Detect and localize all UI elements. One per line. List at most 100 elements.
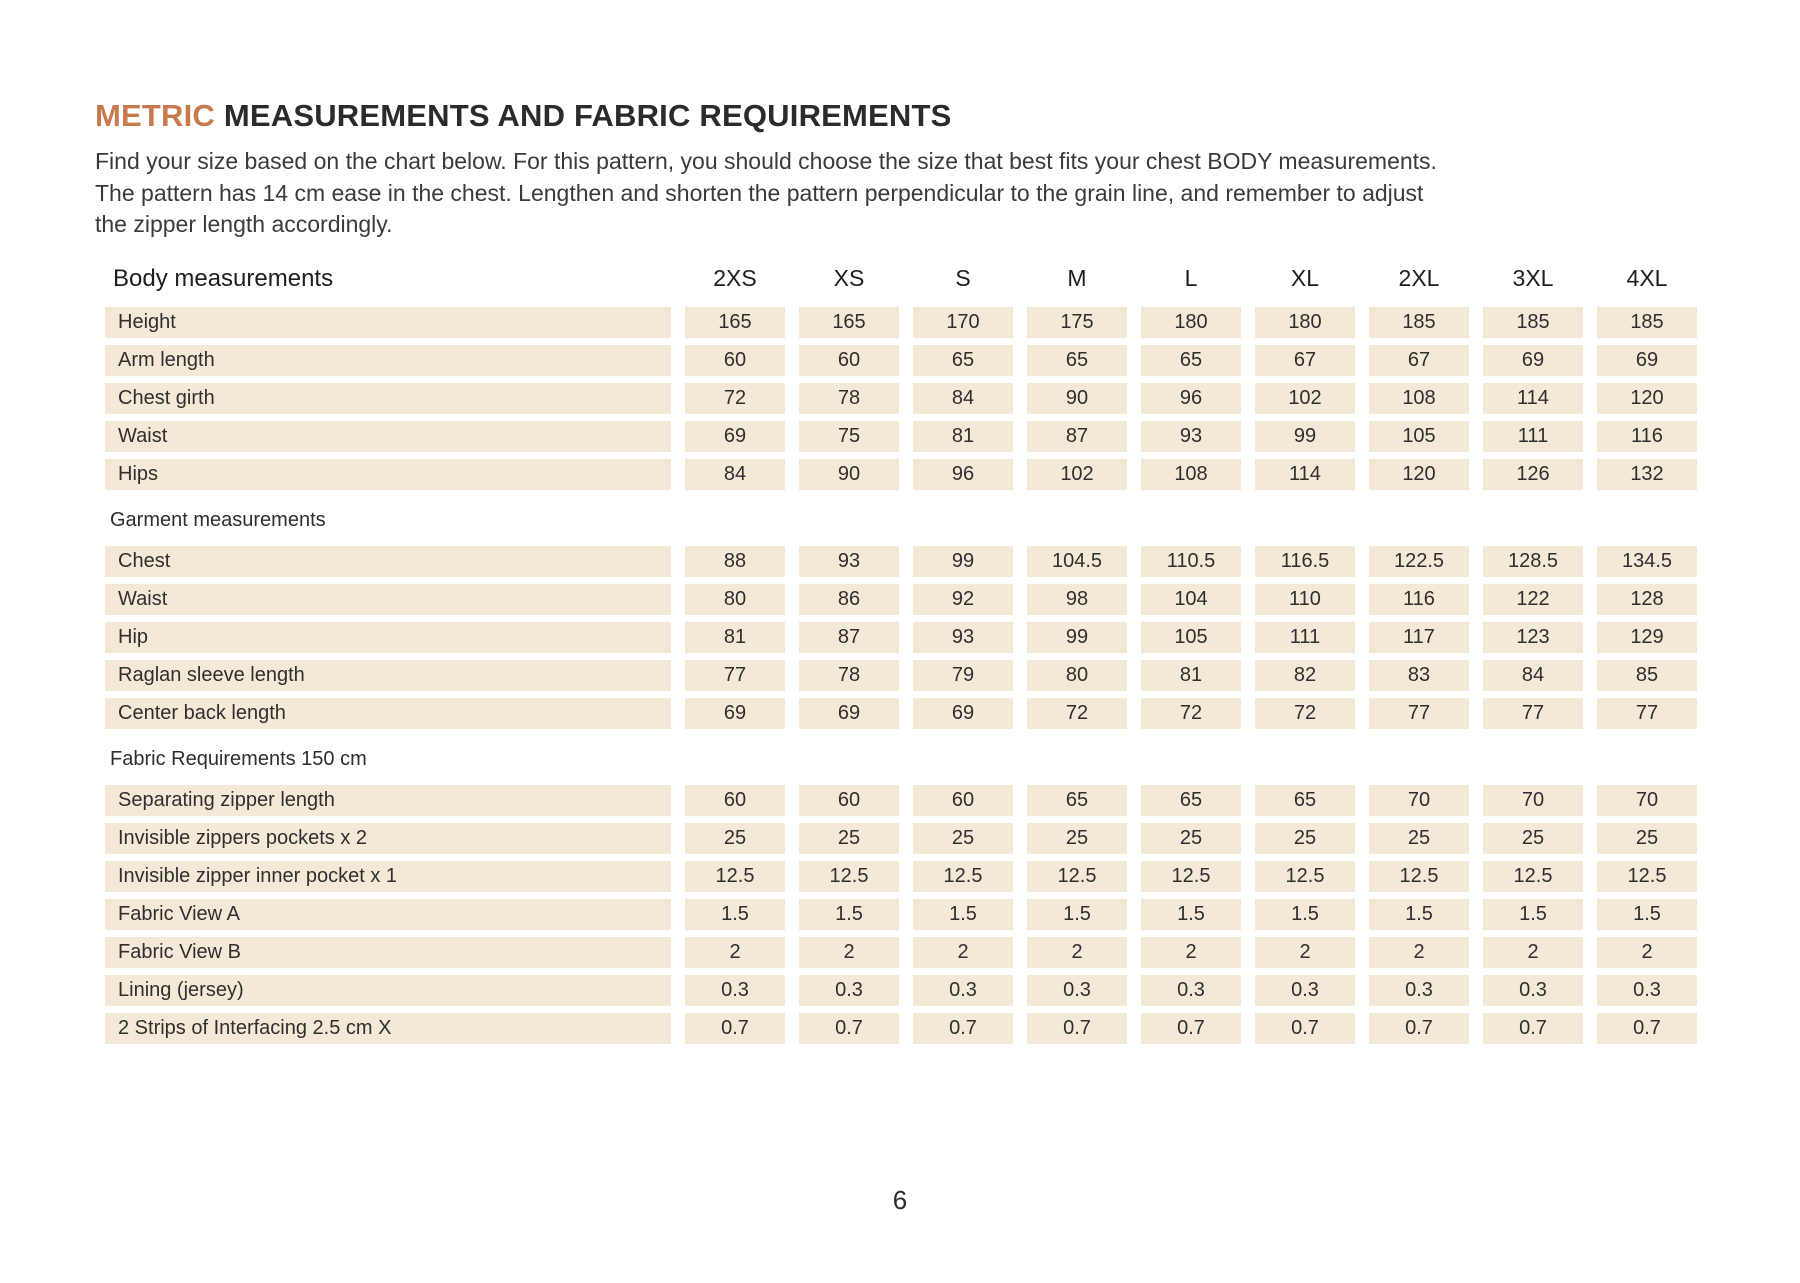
row-value: 65 [1141, 784, 1241, 816]
row-value: 105 [1141, 621, 1241, 653]
size-column-header: M [1067, 265, 1087, 291]
row-value: 84 [1483, 659, 1583, 691]
row-value: 12.5 [1027, 860, 1127, 892]
row-value: 25 [1597, 822, 1697, 854]
row-value: 170 [913, 306, 1013, 338]
measurements-table: Body measurements 2XS XS S M L XL 2XL 3X… [105, 265, 1697, 1044]
row-label: Height [105, 306, 671, 338]
table-row: 2 Strips of Interfacing 2.5 cm X 0.7 0.7… [105, 1012, 1697, 1044]
row-value: 1.5 [1141, 898, 1241, 930]
section-heading: Garment measurements [110, 508, 326, 531]
row-value: 0.3 [1255, 974, 1355, 1006]
row-label: Invisible zipper inner pocket x 1 [105, 860, 671, 892]
page-number: 6 [892, 1185, 908, 1215]
row-value: 72 [1255, 697, 1355, 729]
size-column-header: S [955, 265, 971, 291]
table-row: Height 165 165 170 175 180 180 185 185 1… [105, 306, 1697, 338]
row-value: 120 [1369, 458, 1469, 490]
row-value: 1.5 [1027, 898, 1127, 930]
table-row: Raglan sleeve length 77 78 79 80 81 82 8… [105, 659, 1697, 691]
row-value: 69 [1597, 344, 1697, 376]
row-value: 0.7 [1027, 1012, 1127, 1044]
row-value: 60 [913, 784, 1013, 816]
size-column-header: 3XL [1512, 265, 1554, 291]
row-value: 128.5 [1483, 545, 1583, 577]
row-value: 122.5 [1369, 545, 1469, 577]
row-value: 185 [1483, 306, 1583, 338]
row-value: 120 [1597, 382, 1697, 414]
row-value: 80 [1027, 659, 1127, 691]
row-value: 78 [799, 659, 899, 691]
row-value: 25 [1027, 822, 1127, 854]
size-column-header: L [1184, 265, 1198, 291]
row-value: 25 [685, 822, 785, 854]
row-value: 0.7 [1483, 1012, 1583, 1044]
row-label: Fabric View B [105, 936, 671, 968]
row-value: 104 [1141, 583, 1241, 615]
row-value: 105 [1369, 420, 1469, 452]
table-row: Separating zipper length 60 60 60 65 65 … [105, 784, 1697, 816]
row-value: 116 [1597, 420, 1697, 452]
row-value: 65 [1027, 784, 1127, 816]
row-value: 180 [1255, 306, 1355, 338]
row-value: 88 [685, 545, 785, 577]
row-value: 2 [1483, 936, 1583, 968]
row-value: 102 [1255, 382, 1355, 414]
row-value: 77 [685, 659, 785, 691]
row-value: 102 [1027, 458, 1127, 490]
row-value: 65 [913, 344, 1013, 376]
row-label: Invisible zippers pockets x 2 [105, 822, 671, 854]
page-title-rest: MEASUREMENTS AND FABRIC REQUIREMENTS [215, 98, 952, 133]
row-value: 12.5 [913, 860, 1013, 892]
row-value: 87 [799, 621, 899, 653]
row-value: 83 [1369, 659, 1469, 691]
row-label: Chest girth [105, 382, 671, 414]
row-value: 72 [685, 382, 785, 414]
row-value: 0.3 [1483, 974, 1583, 1006]
row-value: 0.3 [913, 974, 1013, 1006]
size-column-header: XL [1290, 265, 1320, 291]
row-value: 79 [913, 659, 1013, 691]
row-value: 72 [1027, 697, 1127, 729]
row-value: 96 [1141, 382, 1241, 414]
row-value: 69 [685, 697, 785, 729]
row-value: 86 [799, 583, 899, 615]
row-value: 81 [913, 420, 1013, 452]
table-body: Height 165 165 170 175 180 180 185 185 1… [105, 306, 1697, 1044]
row-value: 2 [1027, 936, 1127, 968]
row-value: 1.5 [913, 898, 1013, 930]
row-value: 70 [1369, 784, 1469, 816]
row-value: 99 [1027, 621, 1127, 653]
row-value: 84 [913, 382, 1013, 414]
row-value: 12.5 [1255, 860, 1355, 892]
table-row: Waist 69 75 81 87 93 99 105 111 116 [105, 420, 1697, 452]
row-value: 2 [685, 936, 785, 968]
row-label: Hip [105, 621, 671, 653]
row-value: 110.5 [1141, 545, 1241, 577]
row-value: 90 [799, 458, 899, 490]
row-value: 80 [685, 583, 785, 615]
row-value: 12.5 [1597, 860, 1697, 892]
row-label: Fabric View A [105, 898, 671, 930]
row-label: Separating zipper length [105, 784, 671, 816]
table-row: Arm length 60 60 65 65 65 67 67 69 69 [105, 344, 1697, 376]
row-value: 25 [1483, 822, 1583, 854]
row-value: 84 [685, 458, 785, 490]
row-value: 132 [1597, 458, 1697, 490]
table-row: Center back length 69 69 69 72 72 72 77 … [105, 697, 1697, 729]
row-value: 12.5 [1141, 860, 1241, 892]
row-value: 0.3 [1369, 974, 1469, 1006]
row-value: 122 [1483, 583, 1583, 615]
row-value: 72 [1141, 697, 1241, 729]
row-value: 2 [799, 936, 899, 968]
table-row: Chest girth 72 78 84 90 96 102 108 114 1… [105, 382, 1697, 414]
intro-paragraph: Find your size based on the chart below.… [95, 148, 1437, 237]
row-value: 2 [1597, 936, 1697, 968]
row-label: Hips [105, 458, 671, 490]
row-value: 93 [1141, 420, 1241, 452]
row-value: 111 [1483, 420, 1583, 452]
row-value: 12.5 [799, 860, 899, 892]
table-row: Fabric View B 2 2 2 2 2 2 2 2 2 [105, 936, 1697, 968]
row-value: 0.3 [1141, 974, 1241, 1006]
row-value: 12.5 [1369, 860, 1469, 892]
